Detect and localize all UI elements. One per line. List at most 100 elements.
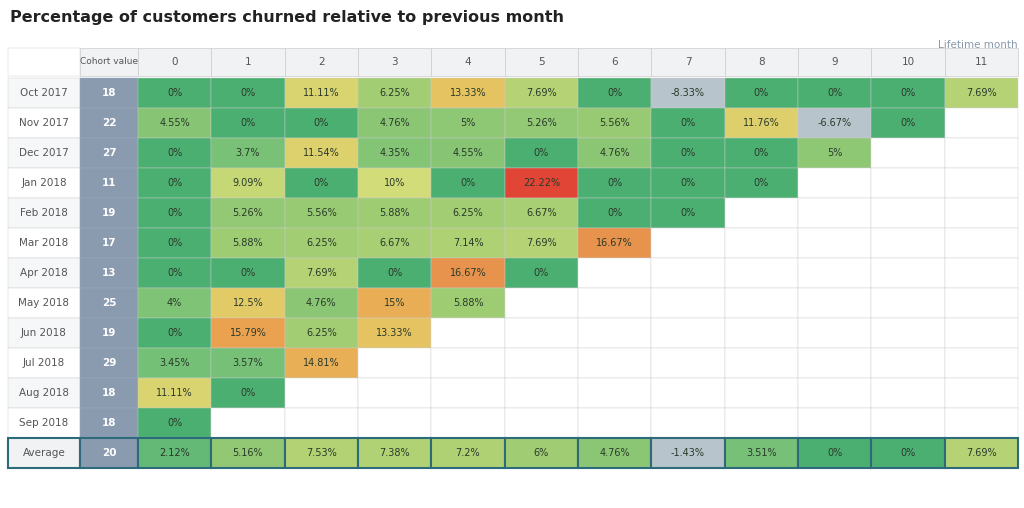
Bar [871, 108, 945, 138]
Text: Oct 2017: Oct 2017 [20, 88, 68, 98]
Bar [431, 348, 505, 378]
Bar [80, 408, 138, 438]
Bar [8, 288, 80, 318]
Bar [80, 348, 138, 378]
Text: 5.56%: 5.56% [599, 118, 630, 128]
Bar [8, 318, 80, 348]
Bar [211, 198, 285, 228]
Bar [871, 348, 945, 378]
Bar [505, 288, 578, 318]
Text: 0%: 0% [754, 178, 769, 188]
Bar [358, 378, 431, 408]
Bar [358, 48, 431, 76]
Bar [8, 378, 80, 408]
Text: 0%: 0% [167, 418, 182, 428]
Text: 16.67%: 16.67% [450, 268, 486, 278]
Bar [578, 138, 651, 168]
Text: 5.88%: 5.88% [453, 298, 483, 308]
Text: 27: 27 [101, 148, 117, 158]
Bar [138, 258, 211, 288]
Bar [725, 198, 798, 228]
Bar [725, 228, 798, 258]
Text: 22: 22 [101, 118, 117, 128]
Bar [211, 168, 285, 198]
Text: 0%: 0% [534, 268, 549, 278]
Text: 5%: 5% [827, 148, 843, 158]
Text: 0%: 0% [754, 148, 769, 158]
Text: 0%: 0% [241, 118, 256, 128]
Bar [211, 78, 285, 108]
Text: 0%: 0% [167, 148, 182, 158]
Text: 18: 18 [101, 88, 117, 98]
Text: 7.38%: 7.38% [379, 448, 410, 458]
Text: 5.88%: 5.88% [232, 238, 263, 248]
Text: 15.79%: 15.79% [229, 328, 266, 338]
Bar [871, 228, 945, 258]
Bar [945, 348, 1018, 378]
Bar [505, 168, 578, 198]
Bar [80, 168, 138, 198]
Bar [358, 138, 431, 168]
Text: 7.2%: 7.2% [456, 448, 480, 458]
Text: 7.69%: 7.69% [306, 268, 337, 278]
Text: 0%: 0% [167, 268, 182, 278]
Text: -6.67%: -6.67% [817, 118, 852, 128]
Bar [578, 168, 651, 198]
Text: 0%: 0% [827, 88, 843, 98]
Text: 11.54%: 11.54% [303, 148, 340, 158]
Text: 0%: 0% [241, 88, 256, 98]
Text: 7.69%: 7.69% [966, 88, 996, 98]
Text: -8.33%: -8.33% [671, 88, 705, 98]
Bar [505, 198, 578, 228]
Text: 17: 17 [101, 238, 117, 248]
Text: 0%: 0% [313, 118, 329, 128]
Bar [578, 378, 651, 408]
Bar [358, 198, 431, 228]
Text: 4.55%: 4.55% [160, 118, 190, 128]
Text: 10%: 10% [384, 178, 406, 188]
Bar [505, 348, 578, 378]
Bar [80, 438, 138, 468]
Text: 19: 19 [101, 208, 116, 218]
Bar [651, 228, 725, 258]
Text: 11: 11 [975, 57, 988, 67]
Bar [211, 438, 285, 468]
Bar [871, 258, 945, 288]
Text: 14.81%: 14.81% [303, 358, 340, 368]
Bar [798, 168, 871, 198]
Bar [431, 318, 505, 348]
Text: 13: 13 [101, 268, 117, 278]
Text: 6: 6 [611, 57, 617, 67]
Bar [651, 108, 725, 138]
Text: 9: 9 [831, 57, 838, 67]
Bar [80, 228, 138, 258]
Bar [8, 108, 80, 138]
Text: 11.11%: 11.11% [157, 388, 193, 398]
Bar [431, 48, 505, 76]
Bar [138, 108, 211, 138]
Text: 12.5%: 12.5% [232, 298, 263, 308]
Bar [871, 408, 945, 438]
Text: 11: 11 [101, 178, 117, 188]
Bar [651, 258, 725, 288]
Bar [358, 258, 431, 288]
Bar [285, 378, 358, 408]
Bar [505, 48, 578, 76]
Text: 2.12%: 2.12% [160, 448, 190, 458]
Text: 13.33%: 13.33% [450, 88, 486, 98]
Text: 0%: 0% [607, 208, 623, 218]
Bar [431, 168, 505, 198]
Bar [285, 438, 358, 468]
Text: 3.7%: 3.7% [236, 148, 260, 158]
Text: -1.43%: -1.43% [671, 448, 705, 458]
Bar [8, 198, 80, 228]
Bar [798, 378, 871, 408]
Bar [945, 258, 1018, 288]
Text: 3.51%: 3.51% [746, 448, 776, 458]
Bar [725, 258, 798, 288]
Bar [945, 408, 1018, 438]
Text: 18: 18 [101, 418, 117, 428]
Text: Nov 2017: Nov 2017 [19, 118, 69, 128]
Text: 0%: 0% [680, 118, 695, 128]
Text: Feb 2018: Feb 2018 [20, 208, 68, 218]
